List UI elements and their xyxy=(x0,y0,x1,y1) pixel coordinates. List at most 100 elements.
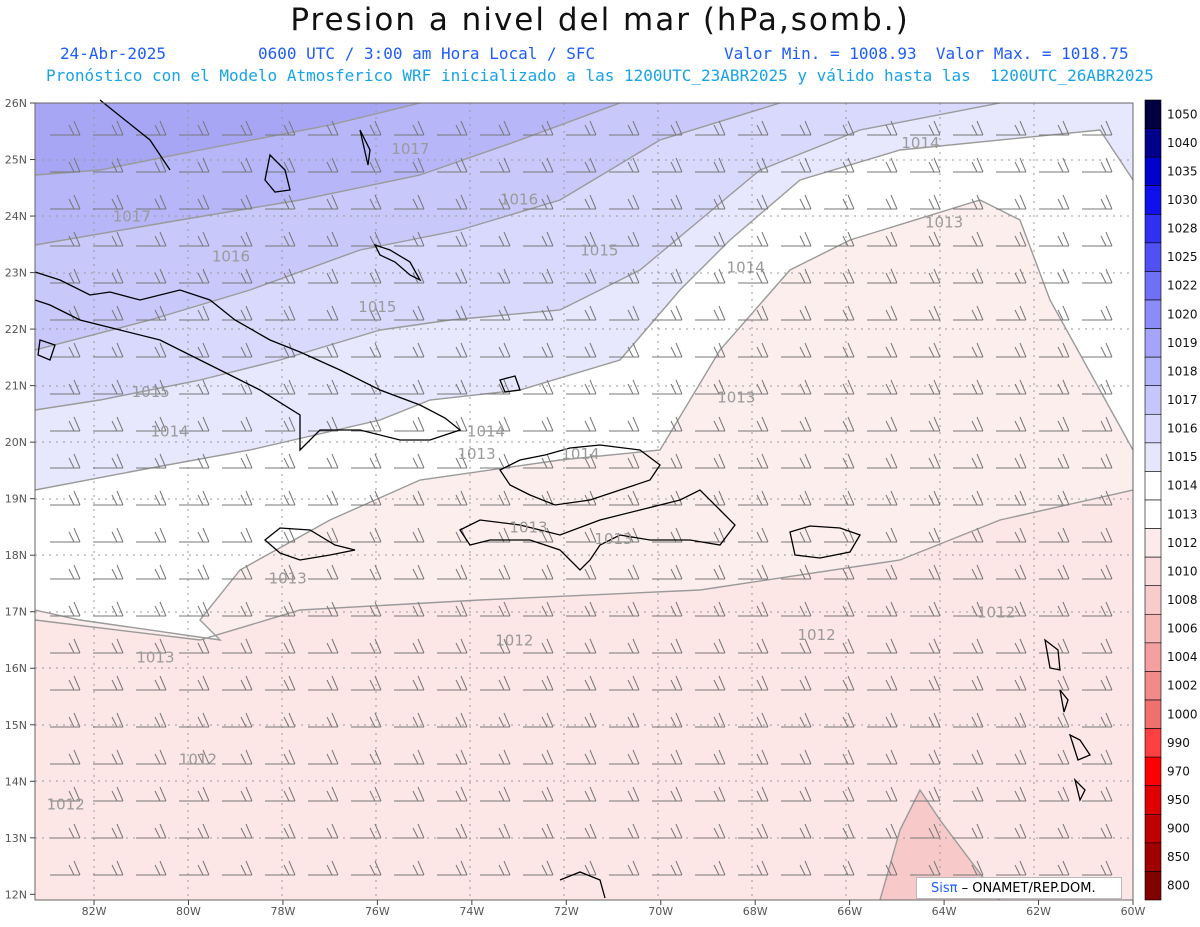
wind-barb xyxy=(136,268,167,284)
wind-barb xyxy=(996,860,1027,876)
wind-barb xyxy=(867,675,898,691)
wind-barb xyxy=(781,527,812,543)
wind-barb xyxy=(910,749,941,765)
wind-barb xyxy=(1039,342,1070,358)
wind-barb xyxy=(566,453,597,469)
wind-barb xyxy=(523,453,554,469)
wind-barb xyxy=(265,601,296,617)
wind-barb xyxy=(652,305,683,321)
wind-barb xyxy=(93,490,124,506)
wind-barb xyxy=(566,268,597,284)
wind-barb xyxy=(1039,416,1070,432)
wind-barb xyxy=(437,749,468,765)
colorbar-swatch xyxy=(1144,728,1162,758)
wind-barb xyxy=(1082,712,1113,728)
wind-barb xyxy=(996,749,1027,765)
wind-barb xyxy=(265,305,296,321)
wind-barb xyxy=(867,416,898,432)
wind-barb xyxy=(996,601,1027,617)
wind-barb xyxy=(609,157,640,173)
colorbar-label: 1017 xyxy=(1167,393,1198,407)
wind-barb xyxy=(953,416,984,432)
colorbar-label: 1030 xyxy=(1167,193,1198,207)
coastlines xyxy=(34,99,1091,899)
latitude-label: 19N xyxy=(5,493,27,506)
wind-barb xyxy=(652,786,683,802)
colorbar-label: 1035 xyxy=(1167,164,1198,178)
wind-barb xyxy=(996,416,1027,432)
wind-barb xyxy=(1039,231,1070,247)
wind-barb xyxy=(738,231,769,247)
wind-barb xyxy=(179,231,210,247)
colorbar-swatch xyxy=(1144,471,1162,501)
wind-barb xyxy=(93,231,124,247)
wind-barb xyxy=(996,823,1027,839)
longitude-label: 60W xyxy=(1121,905,1146,918)
wind-barb xyxy=(824,453,855,469)
colorbar-swatch xyxy=(1144,613,1162,644)
wind-barb xyxy=(437,342,468,358)
isobar-label: 1013 xyxy=(509,519,547,537)
wind-barb xyxy=(738,823,769,839)
colorbar-swatch xyxy=(1144,356,1162,387)
wind-barb xyxy=(437,305,468,321)
wind-barb xyxy=(867,305,898,321)
wind-barb xyxy=(996,638,1027,654)
wind-barb xyxy=(394,564,425,580)
wind-barb xyxy=(179,120,210,136)
wind-barb xyxy=(738,749,769,765)
wind-barb xyxy=(265,231,296,247)
wind-barb xyxy=(824,527,855,543)
wind-barb xyxy=(695,268,726,284)
wind-barb xyxy=(953,527,984,543)
wind-barb xyxy=(910,120,941,136)
wind-barb xyxy=(93,379,124,395)
wind-barb xyxy=(523,194,554,210)
wind-barb xyxy=(867,786,898,802)
wind-barb xyxy=(351,638,382,654)
isobar-labels: 1017 1016 1015 1014 1014 1013 1017 1016 1015 1015… xyxy=(47,134,1016,813)
wind-barb xyxy=(136,305,167,321)
wind-barb xyxy=(566,786,597,802)
wind-barb xyxy=(308,564,339,580)
wind-barb xyxy=(50,527,81,543)
colorbar-swatch xyxy=(1144,756,1162,787)
colorbar-swatch xyxy=(1144,671,1162,701)
wind-barb xyxy=(50,453,81,469)
wind-barb xyxy=(824,379,855,395)
wind-barb xyxy=(1039,749,1070,765)
wind-barb xyxy=(1039,305,1070,321)
wind-barb xyxy=(222,786,253,802)
wind-barb xyxy=(136,638,167,654)
wind-barb xyxy=(179,268,210,284)
wind-barb xyxy=(394,194,425,210)
wind-barb xyxy=(394,305,425,321)
isobar-label: 1012 xyxy=(47,796,85,814)
wind-barb xyxy=(738,564,769,580)
wind-barb xyxy=(996,453,1027,469)
wind-barb xyxy=(695,157,726,173)
wind-barb xyxy=(609,675,640,691)
wind-barb xyxy=(566,305,597,321)
wind-barb xyxy=(1039,786,1070,802)
wind-barb xyxy=(1039,194,1070,210)
wind-barb xyxy=(437,120,468,136)
wind-barb xyxy=(953,120,984,136)
wind-barb xyxy=(480,860,511,876)
wind-barb xyxy=(265,194,296,210)
wind-barb xyxy=(867,231,898,247)
wind-barb xyxy=(910,194,941,210)
colorbar-label: 1020 xyxy=(1167,307,1198,321)
wind-barb xyxy=(695,786,726,802)
wind-barb xyxy=(480,342,511,358)
wind-barb xyxy=(695,379,726,395)
wind-barb xyxy=(394,823,425,839)
wind-barb xyxy=(910,527,941,543)
wind-barb xyxy=(265,416,296,432)
wind-barb xyxy=(738,379,769,395)
wind-barb xyxy=(480,675,511,691)
isobar-label: 1013 xyxy=(594,530,632,548)
wind-barb xyxy=(652,453,683,469)
wind-barb xyxy=(50,749,81,765)
wind-barb xyxy=(222,749,253,765)
